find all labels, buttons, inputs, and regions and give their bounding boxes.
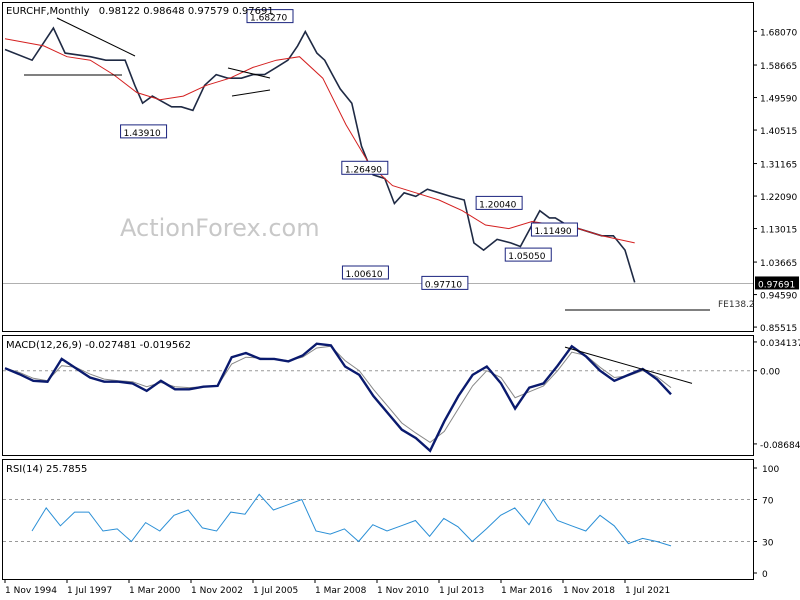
price-tick-label: 0.94590 [760, 292, 797, 302]
annotation-box [421, 275, 469, 290]
time-tick-label: 1 Nov 1994 [5, 586, 57, 596]
annotation-label: 1.43910 [124, 129, 161, 139]
annotation-label: 1.11490 [534, 227, 571, 237]
price-title-text: EURCHF,Monthly [6, 6, 90, 17]
price-tick-label: 1.31165 [760, 161, 797, 171]
price-tick-label: 1.03665 [760, 259, 797, 269]
annotation-box [504, 247, 552, 262]
time-tick-label: 1 Jul 1997 [67, 586, 112, 596]
price-title: EURCHF,Monthly 0.98122 0.98648 0.97579 0… [6, 6, 274, 17]
price-tick-label: 0.85515 [760, 324, 797, 334]
time-tick-label: 1 Jul 2021 [625, 586, 670, 596]
price-tick-label: 1.40515 [760, 127, 797, 137]
rsi-tick-label: 30 [762, 539, 774, 549]
time-tick-label: 1 Mar 2016 [501, 586, 553, 596]
pattern-trendlines [24, 17, 710, 311]
macd-tick-label: 0.034137 [760, 339, 800, 349]
annotation-box [475, 195, 523, 210]
price-tick-label: 1.22090 [760, 193, 797, 203]
last-price-label: 0.97691 [758, 280, 795, 290]
time-tick-label: 1 Mar 2008 [315, 586, 367, 596]
time-tick-label: 1 Nov 2002 [191, 586, 243, 596]
macd-trendline [564, 346, 693, 384]
signal-line [4, 345, 672, 444]
rsi-axis: 100 70 30 0 [753, 465, 779, 580]
annotation-box [120, 124, 168, 139]
watermark: ActionForex.com [120, 214, 320, 242]
triangle-lower [231, 89, 271, 97]
annotation-label: 1.26490 [345, 165, 382, 175]
moving-average-line [4, 38, 635, 244]
ohlc-header: 0.98122 0.98648 0.97579 0.97691 [99, 6, 274, 17]
time-tick-label: 1 Nov 2010 [377, 586, 429, 596]
annotation-label: 1.68270 [250, 14, 287, 24]
rsi-panel-frame [2, 459, 754, 580]
annotation-box [341, 265, 389, 280]
rsi-tick-label: 70 [762, 497, 774, 507]
time-tick-label: 1 Jul 2013 [439, 586, 484, 596]
trendline-1997-upper [56, 17, 136, 57]
price-annotations: 1.68270 1.43910 1.26490 1.00610 0.97710 1.200… [120, 9, 755, 310]
time-tick-label: 1 Jul 2005 [253, 586, 298, 596]
annotation-box [530, 222, 578, 237]
price-axis: 1.68070 1.58665 1.49590 1.40515 1.31165 1.220… [3, 28, 799, 334]
annotation-label: 1.20040 [479, 200, 516, 210]
rsi-tick-label: 0 [762, 570, 768, 580]
rsi-line [31, 493, 672, 547]
macd-title: MACD(12,26,9) -0.027481 -0.019562 [6, 340, 191, 351]
triangle-upper [227, 67, 271, 79]
price-tick-label: 1.68070 [760, 28, 797, 38]
macd-tick-label: -0.086849 [760, 441, 800, 451]
annotation-label: 1.05050 [508, 252, 545, 262]
macd-tick-label: 0.00 [760, 368, 780, 378]
macd-line [4, 342, 672, 453]
macd-panel-frame [2, 335, 754, 456]
price-panel-frame [2, 2, 754, 332]
price-tick-label: 1.13015 [760, 226, 797, 236]
macd-axis: 0.034137 0.00 -0.086849 [753, 339, 800, 451]
annotation-label: 1.00610 [345, 270, 382, 280]
rsi-series-group [3, 493, 753, 547]
annotation-box [341, 160, 389, 175]
annotation-label: FE138.2 [718, 300, 755, 310]
time-tick-label: 1 Mar 2000 [129, 586, 181, 596]
time-axis: 1 Nov 1994 1 Jul 1997 1 Mar 2000 1 Nov 2002… [4, 579, 670, 596]
macd-series-group [3, 342, 753, 453]
annotation-box [246, 9, 294, 24]
rsi-tick-label: 100 [762, 465, 779, 475]
price-tick-label: 1.58665 [760, 62, 797, 72]
price-series-group [4, 26, 636, 283]
time-tick-label: 1 Nov 2018 [563, 586, 615, 596]
last-price-box [755, 276, 799, 290]
price-tick-label: 1.49590 [760, 95, 797, 105]
annotation-label: 0.97710 [425, 280, 462, 290]
rsi-title: RSI(14) 25.7855 [6, 464, 87, 475]
